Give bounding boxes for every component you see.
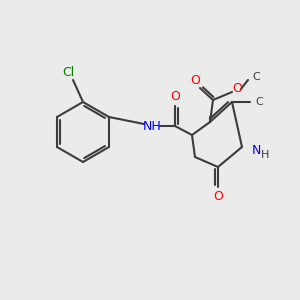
Text: Cl: Cl [62, 67, 74, 80]
Text: C: C [255, 97, 263, 107]
Text: O: O [213, 190, 223, 202]
Text: NH: NH [142, 119, 161, 133]
Text: O: O [232, 82, 242, 95]
Text: O: O [190, 74, 200, 86]
Text: N: N [251, 143, 261, 157]
Text: H: H [261, 150, 269, 160]
Text: O: O [170, 89, 180, 103]
Text: C: C [252, 72, 260, 82]
